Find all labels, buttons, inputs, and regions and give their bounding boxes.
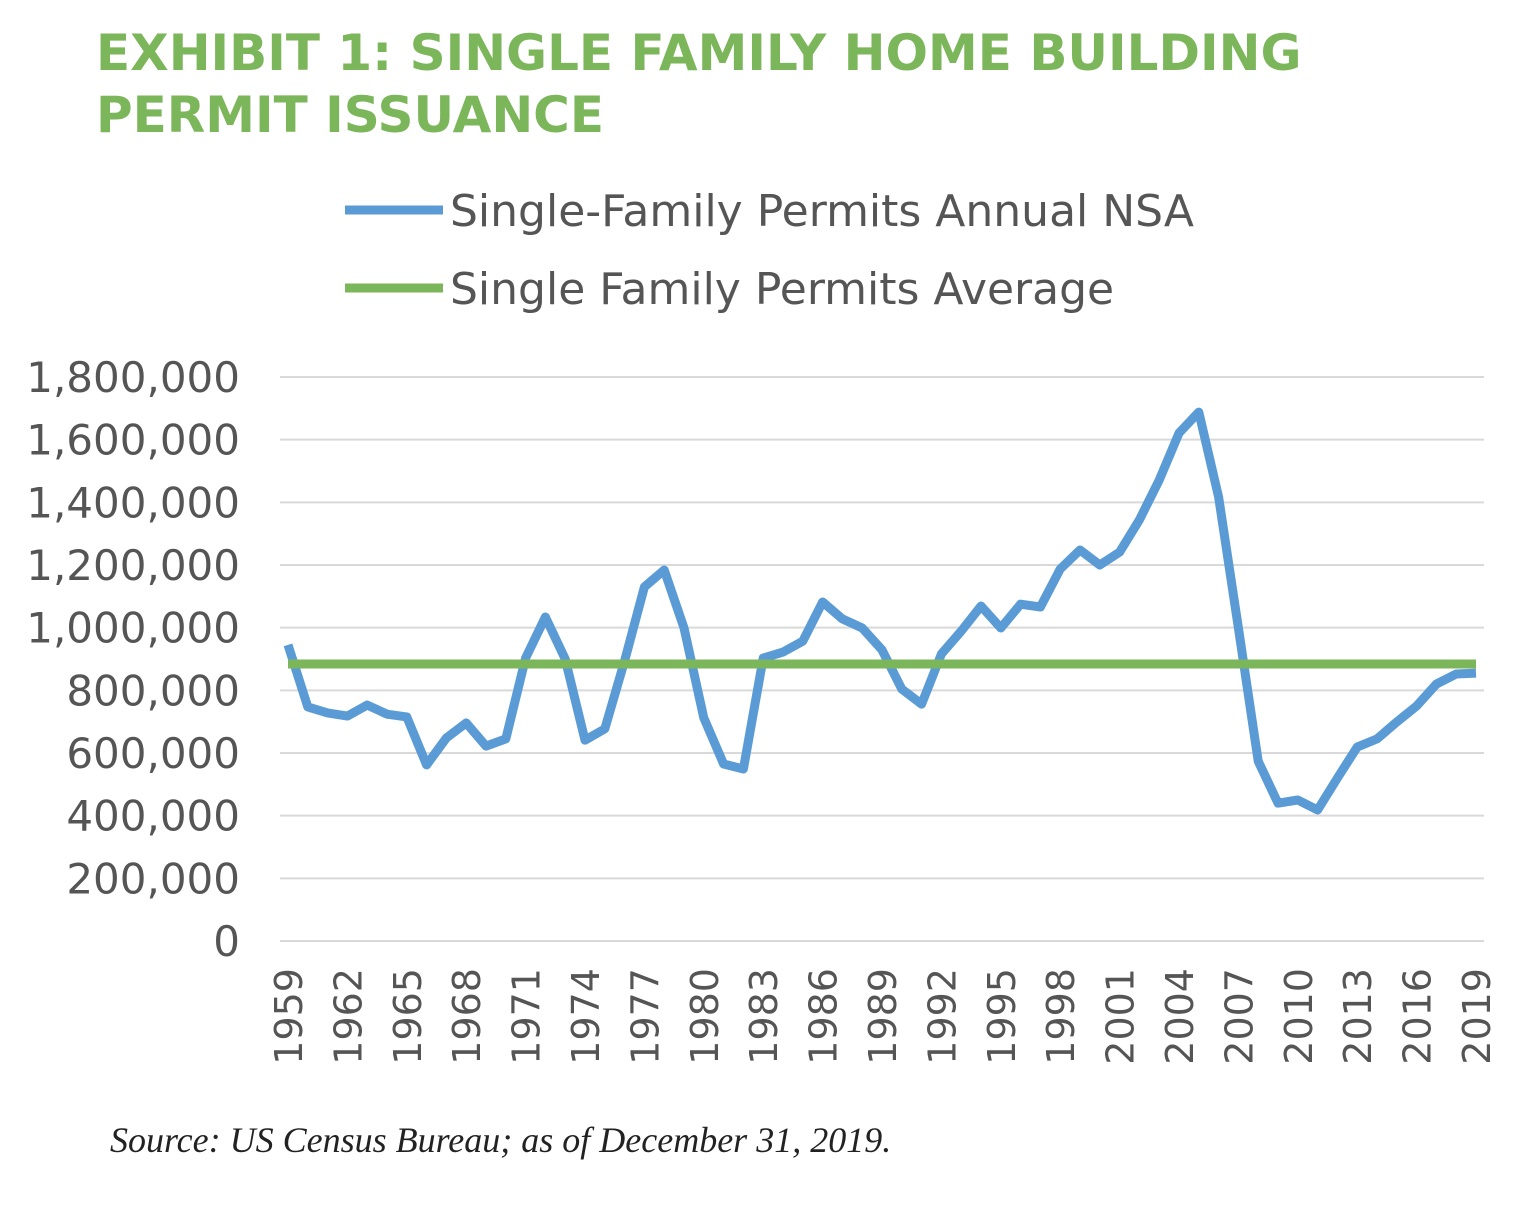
legend-label: Single Family Permits Average [450,264,1114,315]
x-tick-label: 1983 [742,968,786,1065]
x-tick-label: 1998 [1039,968,1083,1065]
x-tick-label: 1980 [683,968,727,1065]
chart-title: EXHIBIT 1: SINGLE FAMILY HOME BUILDING PE… [96,24,1302,144]
x-tick-label: 1992 [920,968,964,1065]
y-tick-label: 1,400,000 [26,478,240,527]
x-tick-label: 1995 [980,968,1024,1065]
source-note: Source: US Census Bureau; as of December… [110,1120,891,1160]
x-tick-label: 1989 [861,968,905,1065]
x-tick-label: 1986 [802,968,846,1065]
x-tick-label: 1965 [386,968,430,1065]
y-tick-label: 0 [213,917,240,966]
x-tick-label: 1962 [326,968,370,1065]
x-tick-label: 2004 [1158,968,1202,1065]
y-tick-label: 1,200,000 [26,541,240,590]
legend-label: Single-Family Permits Annual NSA [450,186,1194,237]
x-tick-label: 2010 [1277,968,1321,1065]
x-tick-label: 2001 [1099,968,1143,1065]
series-line [283,407,1477,815]
y-tick-label: 1,800,000 [26,353,240,402]
x-tick-label: 1968 [445,968,489,1065]
y-tick-label: 1,000,000 [26,604,240,653]
y-tick-label: 800,000 [66,666,240,715]
x-tick-label: 2016 [1396,968,1440,1065]
y-tick-label: 400,000 [66,792,240,841]
x-tick-label: 1971 [505,968,549,1065]
x-tick-label: 1959 [267,968,311,1065]
y-tick-label: 1,600,000 [26,416,240,465]
x-tick-label: 1977 [623,968,667,1065]
x-tick-label: 2007 [1217,968,1261,1065]
x-tick-label: 1974 [564,968,608,1065]
y-tick-label: 600,000 [66,729,240,778]
x-tick-label: 2019 [1455,968,1499,1065]
y-tick-label: 200,000 [66,854,240,903]
x-tick-label: 2013 [1336,968,1380,1065]
